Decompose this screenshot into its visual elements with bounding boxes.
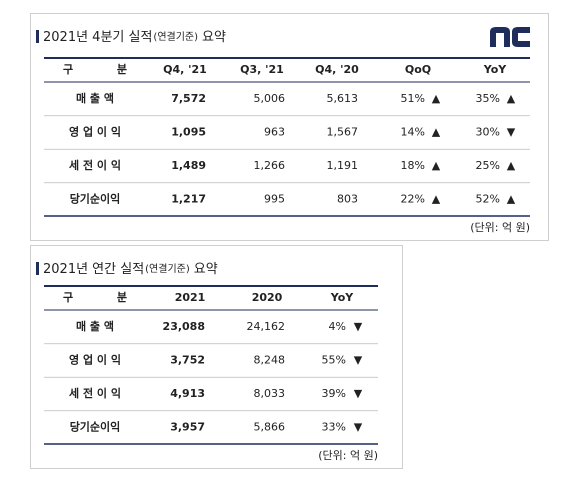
trend-arrow: ▼	[354, 354, 363, 367]
row-label: 당기순이익	[70, 192, 121, 206]
row-label: 매 출 액	[76, 91, 114, 105]
title-suffix: 요약	[202, 30, 226, 45]
trend-arrow: ▲	[432, 126, 441, 139]
trend-arrow: ▼	[354, 387, 363, 400]
trend-arrow: ▲	[507, 92, 516, 105]
unit-note: (단위: 억 원)	[470, 221, 530, 234]
cell: 1,489	[171, 159, 206, 172]
trend-arrow: ▲	[507, 159, 516, 172]
title-marker	[36, 262, 39, 275]
title-main: 2021년 4분기 실적	[43, 30, 152, 45]
cell: 1,191	[327, 159, 359, 172]
cell: 4,913	[170, 387, 205, 400]
cell: 4%	[329, 320, 346, 333]
cell: 803	[337, 193, 358, 206]
cell: 23,088	[163, 320, 205, 333]
title-basis: (연결기준)	[153, 31, 198, 43]
cell: 52%	[476, 193, 500, 206]
cell: 7,572	[171, 92, 206, 105]
cell: 22%	[401, 193, 425, 206]
title-suffix: 요약	[194, 262, 218, 277]
column-header: 2021	[175, 291, 206, 304]
title-main: 2021년 연간 실적	[43, 262, 144, 277]
cell: 39%	[322, 387, 346, 400]
trend-arrow: ▼	[354, 320, 363, 333]
cell: 963	[264, 126, 285, 139]
cell: 25%	[476, 159, 500, 172]
card	[30, 13, 549, 241]
cell: 33%	[322, 421, 346, 434]
trend-arrow: ▲	[507, 193, 516, 206]
cell: 3,957	[170, 421, 205, 434]
trend-arrow: ▼	[354, 421, 363, 434]
row-label: 세 전 이 익	[69, 386, 121, 400]
column-header: 구 분	[63, 63, 127, 76]
trend-arrow: ▲	[432, 159, 441, 172]
trend-arrow: ▲	[432, 193, 441, 206]
trend-arrow: ▲	[432, 92, 441, 105]
column-header: YoY	[483, 63, 508, 76]
column-header: 2020	[252, 291, 283, 304]
cell: 55%	[322, 354, 346, 367]
cell: 3,752	[170, 354, 205, 367]
title-basis: (연결기준)	[145, 263, 190, 275]
row-label: 영 업 이 익	[69, 125, 121, 139]
row-label: 세 전 이 익	[69, 158, 121, 172]
column-header: Q4, '20	[315, 63, 359, 76]
column-header: 구 분	[63, 291, 127, 304]
cell: 30%	[476, 126, 500, 139]
card	[30, 245, 403, 469]
logo	[490, 27, 530, 47]
title-marker	[36, 30, 39, 43]
cell: 51%	[401, 92, 425, 105]
row-label: 당기순이익	[70, 420, 121, 434]
cell: 1,217	[171, 193, 206, 206]
trend-arrow: ▼	[507, 126, 516, 139]
cell: 1,567	[327, 126, 359, 139]
cell: 18%	[401, 159, 425, 172]
column-header: YoY	[330, 291, 355, 304]
cell: 14%	[401, 126, 425, 139]
row-label: 매 출 액	[76, 319, 114, 333]
column-header: Q4, '21	[163, 63, 207, 76]
cell: 995	[264, 193, 285, 206]
cell: 5,613	[327, 92, 359, 105]
cell: 8,033	[254, 387, 286, 400]
cell: 5,866	[254, 421, 286, 434]
column-header: Q3, '21	[240, 63, 284, 76]
cell: 24,162	[247, 320, 286, 333]
cell: 8,248	[254, 354, 286, 367]
section-title: 2021년 4분기 실적(연결기준) 요약	[43, 30, 226, 45]
column-header: QoQ	[405, 63, 431, 76]
cell: 35%	[476, 92, 500, 105]
row-label: 영 업 이 익	[69, 353, 121, 367]
unit-note: (단위: 억 원)	[318, 449, 378, 462]
cell: 5,006	[254, 92, 286, 105]
cell: 1,095	[171, 126, 206, 139]
cell: 1,266	[254, 159, 286, 172]
section-title: 2021년 연간 실적(연결기준) 요약	[43, 262, 218, 277]
